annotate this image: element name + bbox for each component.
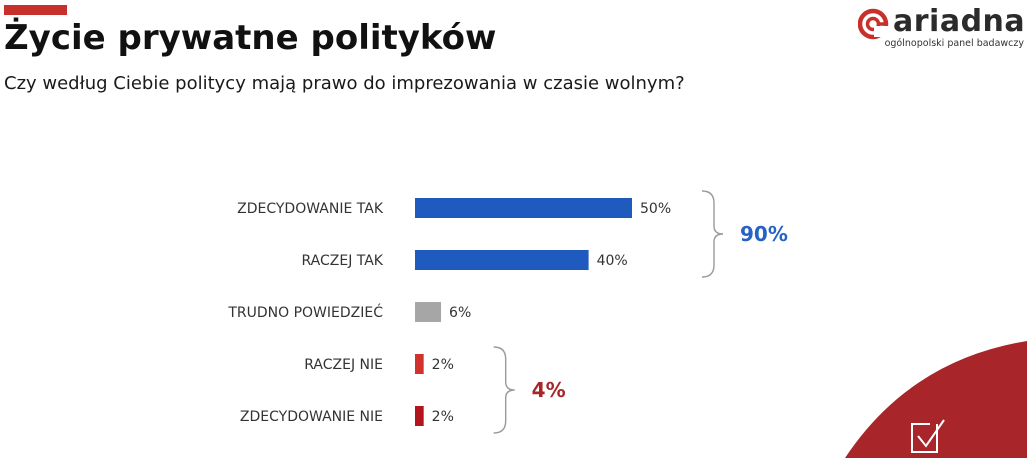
bar: [415, 354, 424, 374]
ariadna-logo-icon: [858, 8, 889, 40]
page-subtitle: Czy według Ciebie politycy mają prawo do…: [4, 73, 685, 94]
checkbox-check-icon: [911, 419, 945, 453]
bar: [415, 406, 424, 426]
group-bracket: [701, 190, 724, 278]
value-label: 40%: [597, 253, 628, 269]
value-label: 6%: [449, 305, 471, 321]
category-label: ZDECYDOWANIE TAK: [237, 201, 384, 217]
value-label: 2%: [432, 409, 454, 425]
value-label: 2%: [432, 357, 454, 373]
category-label: TRUDNO POWIEDZIEĆ: [227, 303, 383, 321]
brand-logo: ariadna ogólnopolski panel badawczy: [858, 4, 1026, 51]
group-total-label: 4%: [532, 378, 566, 402]
corner-red-shape: [845, 341, 1027, 458]
page-title: Życie prywatne polityków: [4, 18, 497, 58]
bar: [415, 250, 589, 270]
bar: [415, 198, 632, 218]
bar: [415, 302, 442, 322]
category-label: RACZEJ TAK: [301, 253, 383, 269]
category-label: ZDECYDOWANIE NIE: [240, 409, 383, 425]
brand-tagline: ogólnopolski panel badawczy: [884, 38, 1024, 49]
category-label: RACZEJ NIE: [304, 357, 383, 373]
value-label: 50%: [640, 201, 671, 217]
group-total-label: 90%: [740, 222, 788, 246]
title-accent-bar: [4, 5, 67, 15]
group-bracket: [493, 346, 515, 434]
brand-name: ariadna: [893, 4, 1026, 39]
